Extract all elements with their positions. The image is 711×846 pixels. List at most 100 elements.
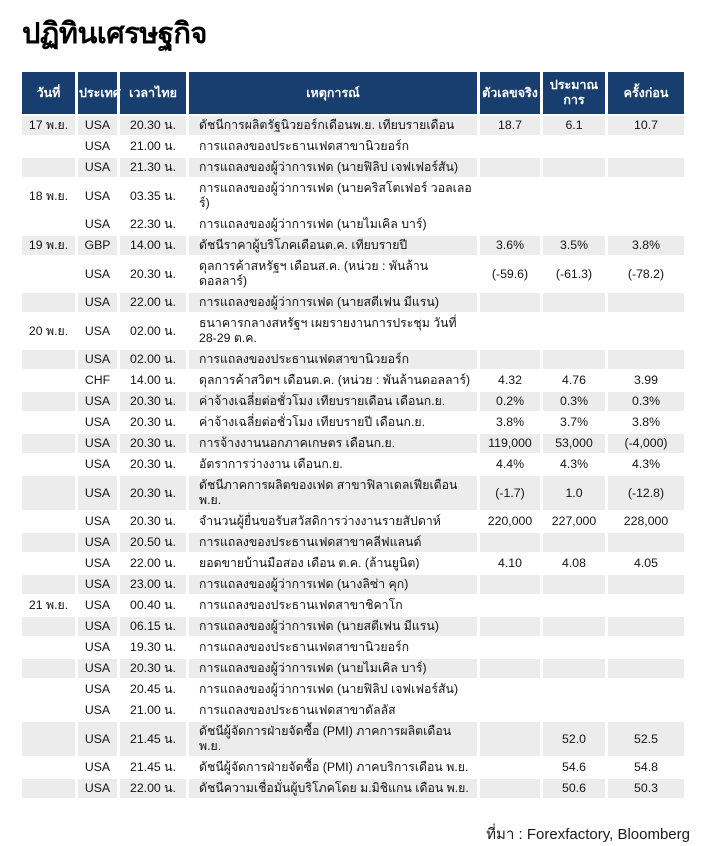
- date-cell: [22, 413, 75, 433]
- forecast-cell: 3.7%: [543, 413, 605, 433]
- time-cell: 21.00 น.: [120, 701, 186, 721]
- forecast-cell: 54.6: [543, 758, 605, 778]
- previous-cell: 0.3%: [608, 392, 684, 412]
- country-cell: USA: [78, 137, 117, 157]
- time-cell: 02.00 น.: [120, 314, 186, 349]
- table-row: 19 พ.ย. GBP 14.00 น. ดัชนีราคาผู้บริโภคเดือ…: [22, 236, 684, 256]
- country-cell: USA: [78, 116, 117, 136]
- actual-cell: 18.7: [480, 116, 540, 136]
- country-cell: USA: [78, 680, 117, 700]
- forecast-cell: [543, 533, 605, 553]
- event-cell: จำนวนผู้ยื่นขอรับสวัสดิการว่างงานรายสัปด…: [189, 512, 477, 532]
- time-cell: 22.00 น.: [120, 293, 186, 313]
- forecast-cell: [543, 617, 605, 637]
- event-cell: การจ้างงานนอกภาคเกษตร เดือนก.ย.: [189, 434, 477, 454]
- country-cell: USA: [78, 701, 117, 721]
- country-cell: USA: [78, 779, 117, 799]
- event-cell: การแถลงของผู้ว่าการเฟด (นายสตีเฟน มีแรน): [189, 617, 477, 637]
- time-cell: 20.30 น.: [120, 512, 186, 532]
- country-cell: USA: [78, 512, 117, 532]
- time-cell: 20.45 น.: [120, 680, 186, 700]
- table-row: USA 02.00 น. การแถลงของประธานเฟดสาขานิวยอร…: [22, 350, 684, 370]
- country-cell: USA: [78, 257, 117, 292]
- previous-cell: 228,000: [608, 512, 684, 532]
- event-cell: การแถลงของผู้ว่าการเฟด (นายไมเคิล บาร์): [189, 215, 477, 235]
- previous-cell: (-12.8): [608, 476, 684, 511]
- time-cell: 14.00 น.: [120, 371, 186, 391]
- forecast-cell: [543, 293, 605, 313]
- actual-cell: [480, 179, 540, 214]
- actual-cell: [480, 701, 540, 721]
- actual-cell: [480, 779, 540, 799]
- time-cell: 19.30 น.: [120, 638, 186, 658]
- date-cell: [22, 137, 75, 157]
- previous-cell: 10.7: [608, 116, 684, 136]
- time-cell: 03.35 น.: [120, 179, 186, 214]
- table-row: USA 20.45 น. การแถลงของผู้ว่าการเฟด (นายฟิ…: [22, 680, 684, 700]
- time-cell: 23.00 น.: [120, 575, 186, 595]
- time-cell: 20.30 น.: [120, 455, 186, 475]
- time-cell: 22.30 น.: [120, 215, 186, 235]
- table-row: USA 21.00 น. การแถลงของประธานเฟดสาขานิวยอร…: [22, 137, 684, 157]
- column-header-previous: ครั้งก่อน: [608, 72, 684, 115]
- forecast-cell: [543, 575, 605, 595]
- country-cell: USA: [78, 617, 117, 637]
- actual-cell: (-1.7): [480, 476, 540, 511]
- country-cell: USA: [78, 434, 117, 454]
- previous-cell: [608, 137, 684, 157]
- table-row: USA 20.30 น. ค่าจ้างเฉลี่ยต่อชั่วโมง เทียบ…: [22, 413, 684, 433]
- time-cell: 20.30 น.: [120, 659, 186, 679]
- time-cell: 02.00 น.: [120, 350, 186, 370]
- table-row: USA 21.00 น. การแถลงของประธานเฟดสาขาดัลลัส: [22, 701, 684, 721]
- table-row: USA 20.30 น. อัตราการว่างงาน เดือนก.ย. 4.4%…: [22, 455, 684, 475]
- forecast-cell: 4.76: [543, 371, 605, 391]
- date-cell: 19 พ.ย.: [22, 236, 75, 256]
- forecast-cell: 227,000: [543, 512, 605, 532]
- time-cell: 21.45 น.: [120, 758, 186, 778]
- time-cell: 20.50 น.: [120, 533, 186, 553]
- forecast-cell: 53,000: [543, 434, 605, 454]
- actual-cell: [480, 293, 540, 313]
- date-cell: [22, 215, 75, 235]
- time-cell: 20.30 น.: [120, 434, 186, 454]
- time-cell: 20.30 น.: [120, 392, 186, 412]
- actual-cell: [480, 575, 540, 595]
- forecast-cell: [543, 659, 605, 679]
- column-header-date: วันที่: [22, 72, 75, 115]
- previous-cell: (-78.2): [608, 257, 684, 292]
- actual-cell: [480, 215, 540, 235]
- country-cell: USA: [78, 533, 117, 553]
- actual-cell: [480, 596, 540, 616]
- actual-cell: [480, 659, 540, 679]
- date-cell: 21 พ.ย.: [22, 596, 75, 616]
- actual-cell: 4.32: [480, 371, 540, 391]
- forecast-cell: 3.5%: [543, 236, 605, 256]
- country-cell: USA: [78, 476, 117, 511]
- actual-cell: 3.8%: [480, 413, 540, 433]
- table-row: USA 22.30 น. การแถลงของผู้ว่าการเฟด (นายไม…: [22, 215, 684, 235]
- table-row: USA 20.30 น. จำนวนผู้ยื่นขอรับสวัสดิการว่า…: [22, 512, 684, 532]
- event-cell: การแถลงของประธานเฟดสาขาคลีฟแลนด์: [189, 533, 477, 553]
- event-cell: อัตราการว่างงาน เดือนก.ย.: [189, 455, 477, 475]
- forecast-cell: [543, 158, 605, 178]
- previous-cell: 4.3%: [608, 455, 684, 475]
- date-cell: [22, 371, 75, 391]
- table-row: USA 20.30 น. การแถลงของผู้ว่าการเฟด (นายไม…: [22, 659, 684, 679]
- event-cell: ดัชนีผู้จัดการฝ่ายจัดซื้อ (PMI) ภาคการผล…: [189, 722, 477, 757]
- table-row: USA 06.15 น. การแถลงของผู้ว่าการเฟด (นายสต…: [22, 617, 684, 637]
- event-cell: การแถลงของผู้ว่าการเฟด (นายฟิลิป เจฟเฟอร…: [189, 680, 477, 700]
- time-cell: 21.00 น.: [120, 137, 186, 157]
- table-row: USA 22.00 น. ยอดขายบ้านมือสอง เดือน ต.ค. (…: [22, 554, 684, 574]
- country-cell: USA: [78, 314, 117, 349]
- date-cell: [22, 257, 75, 292]
- time-cell: 22.00 น.: [120, 779, 186, 799]
- date-cell: [22, 575, 75, 595]
- forecast-cell: 0.3%: [543, 392, 605, 412]
- table-row: USA 20.50 น. การแถลงของประธานเฟดสาขาคลีฟแล…: [22, 533, 684, 553]
- previous-cell: [608, 179, 684, 214]
- date-cell: [22, 158, 75, 178]
- country-cell: USA: [78, 350, 117, 370]
- time-cell: 22.00 น.: [120, 554, 186, 574]
- event-cell: การแถลงของประธานเฟดสาขานิวยอร์ก: [189, 350, 477, 370]
- actual-cell: [480, 638, 540, 658]
